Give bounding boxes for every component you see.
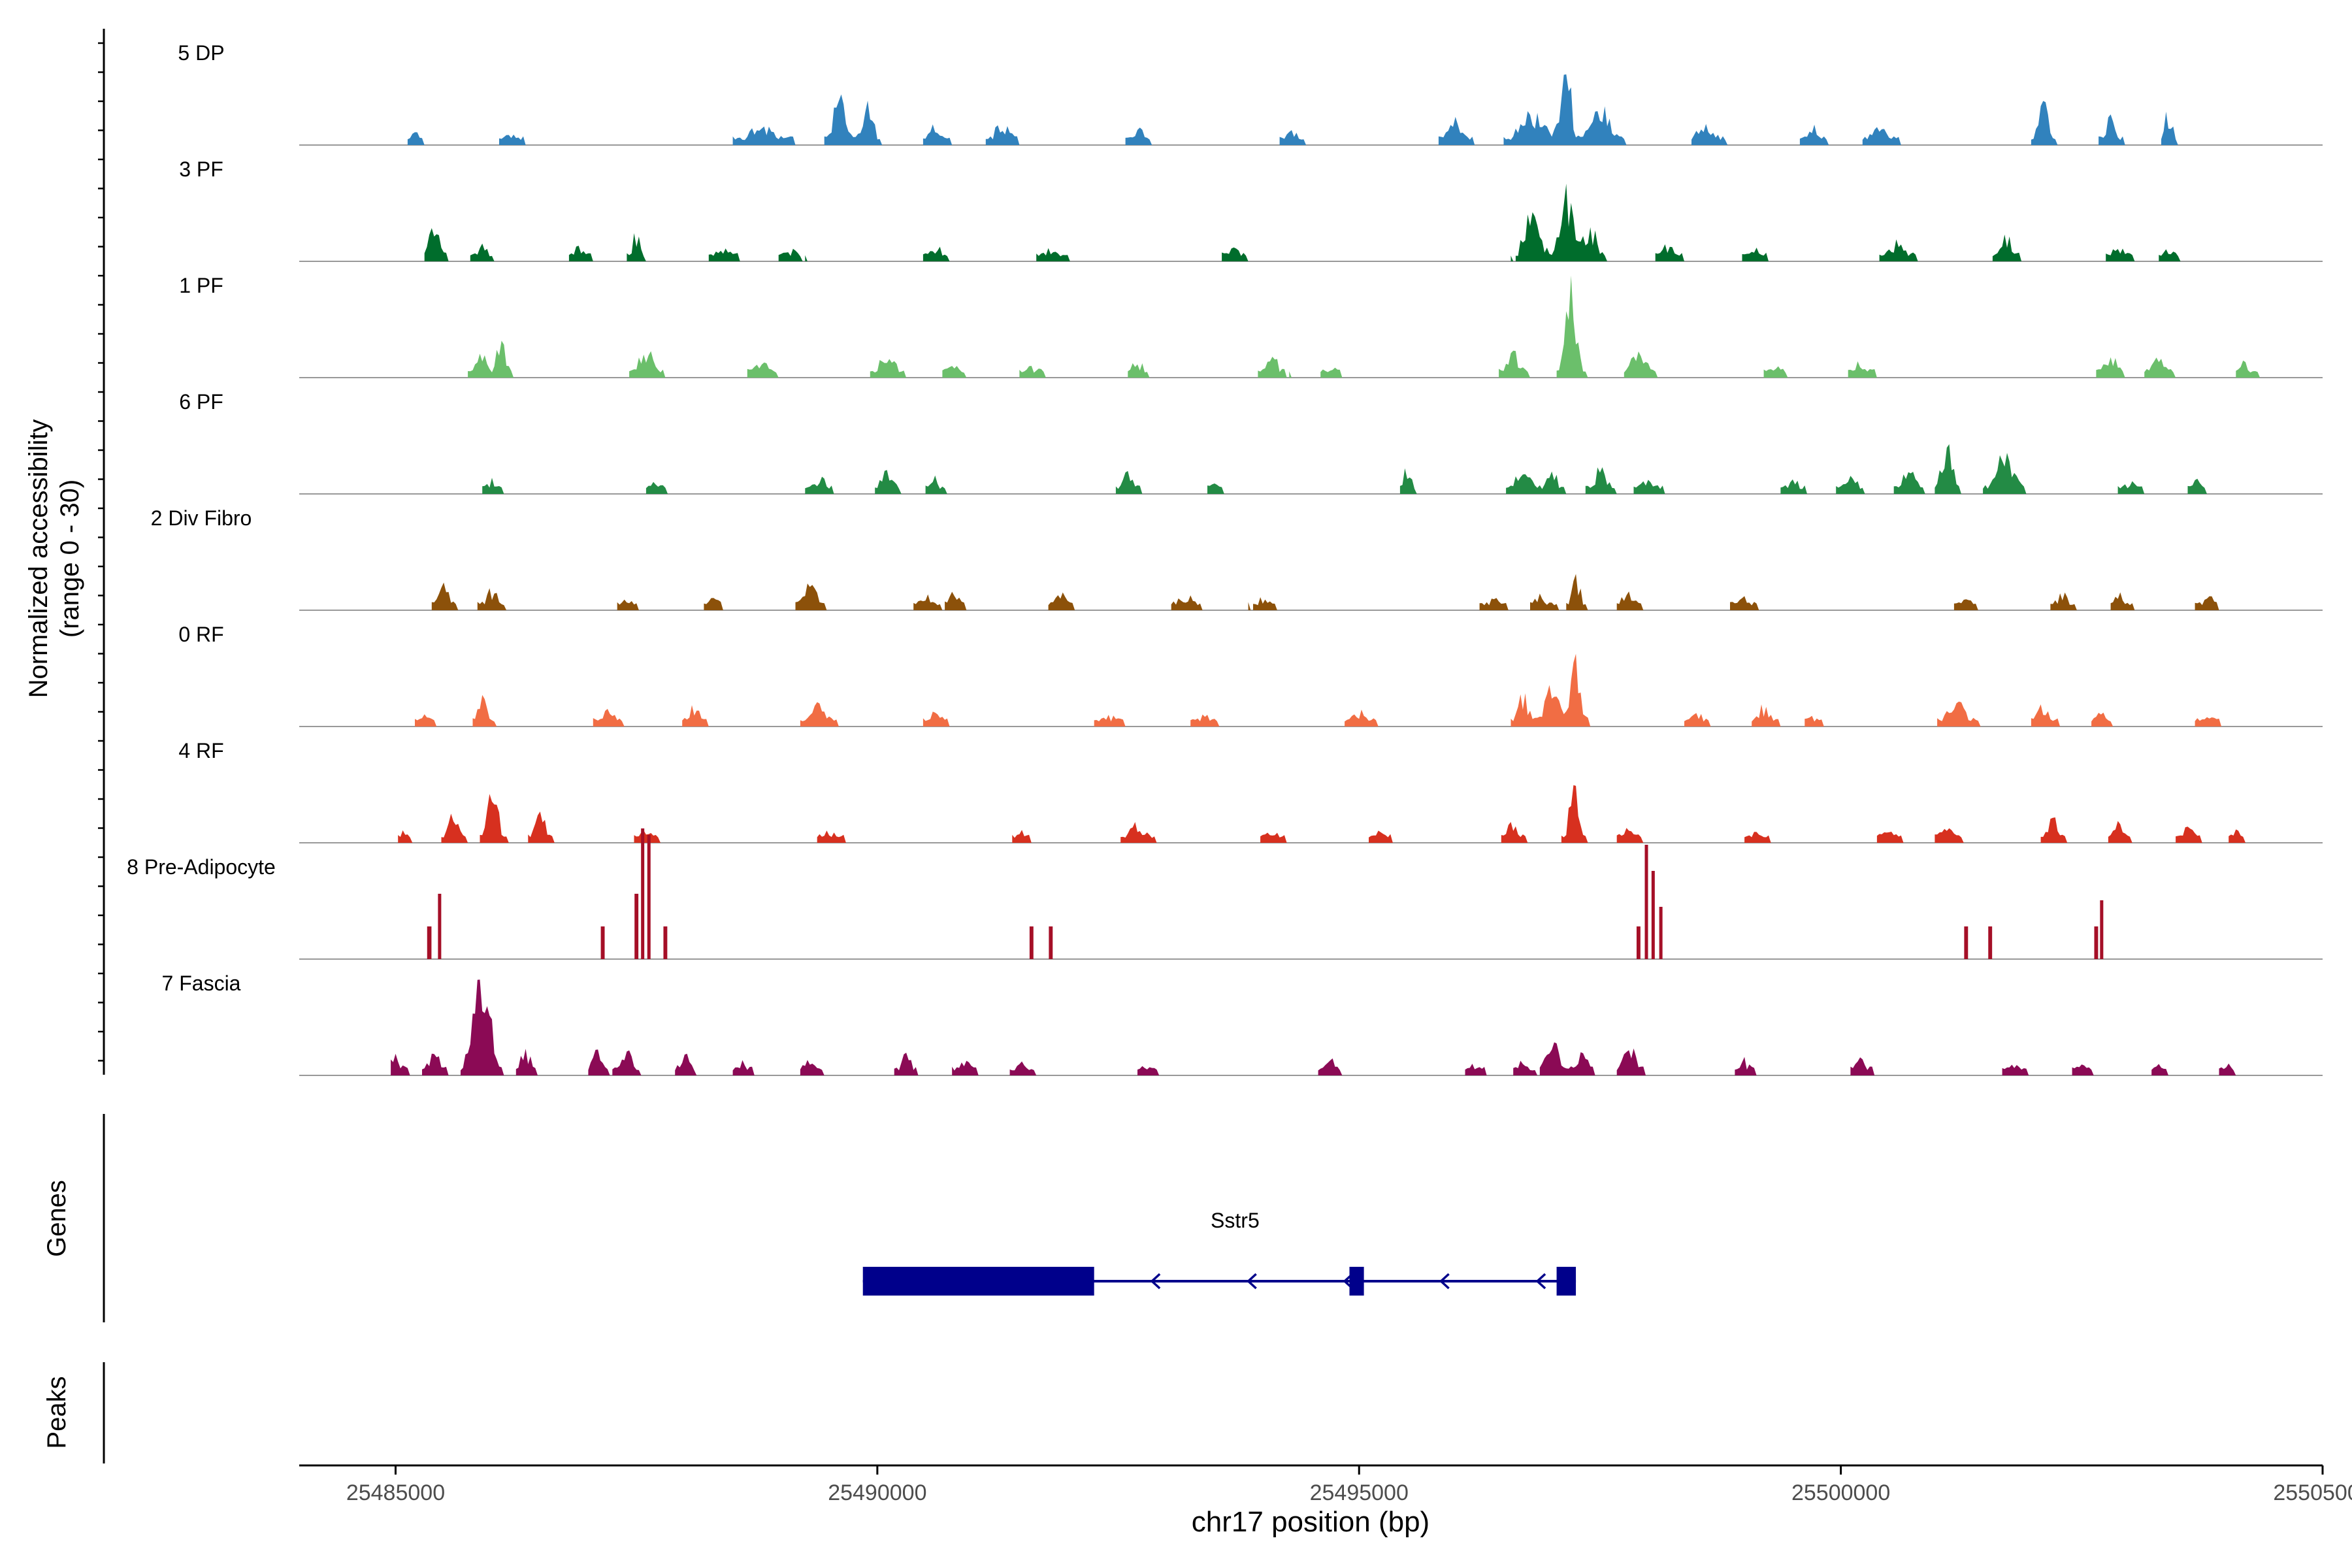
track-signal-bar (634, 894, 639, 959)
x-tick-label: 25495000 (1310, 1480, 1409, 1505)
track-signal (398, 785, 2246, 843)
gene-sstr5: Sstr5 (862, 1209, 1576, 1296)
track-signal (431, 574, 2219, 610)
gene-name-label: Sstr5 (1211, 1209, 1260, 1232)
track-label: 3 PF (179, 157, 223, 181)
track-7-fascia: 7 Fascia (162, 972, 2323, 1076)
track-signal (415, 653, 2222, 727)
tracks-y-ticks (98, 42, 104, 1062)
gene-strand-arrow (1535, 1273, 1546, 1290)
x-axis-label: chr17 position (bp) (1192, 1506, 1429, 1538)
track-signal-bar (663, 926, 668, 959)
track-signal-bar (1964, 926, 1968, 959)
accessibility-tracks: 5 DP 3 PF 1 PF 6 PF 2 Div Fibro 0 RF 4 RF 8 Pre… (127, 41, 2323, 1076)
gene-annotation: Sstr5 (862, 1209, 1576, 1296)
x-axis-ticks: 25485000 25490000 25495000 25500000 25505000 (346, 1465, 2352, 1505)
track-0-rf: 0 RF (178, 623, 2323, 727)
track-signal-bar (600, 926, 605, 959)
track-signal-bar (1659, 907, 1663, 959)
track-signal-bar (2094, 926, 2099, 959)
peaks-panel-label: Peaks (42, 1376, 71, 1448)
track-signal-bar (1029, 926, 1034, 959)
gene-exon (862, 1267, 1094, 1296)
x-tick-label: 25505000 (2273, 1480, 2352, 1505)
track-4-rf: 4 RF (178, 739, 2323, 843)
x-tick-label: 25490000 (828, 1480, 926, 1505)
track-label: 7 Fascia (162, 972, 241, 995)
x-tick-label: 25500000 (1791, 1480, 1890, 1505)
track-label: 5 DP (178, 41, 224, 65)
track-signal-bar (1049, 926, 1053, 959)
track-1-pf: 1 PF (179, 274, 2323, 378)
track-signal-bar (1636, 926, 1641, 959)
track-signal-bar (1644, 845, 1648, 959)
gene-strand-arrow (1150, 1273, 1161, 1290)
track-signal (407, 74, 2178, 145)
track-signal (391, 979, 2236, 1075)
track-signal-bar (1988, 926, 1993, 959)
x-tick-label: 25485000 (346, 1480, 445, 1505)
track-8-pre-adipocyte: 8 Pre-Adipocyte (127, 828, 2323, 960)
track-signal (424, 184, 2181, 261)
track-label: 8 Pre-Adipocyte (127, 855, 276, 879)
gene-exon (1349, 1267, 1364, 1296)
y-axis-range-label: (range 0 - 30) (56, 480, 84, 638)
track-signal-bar (427, 926, 432, 959)
track-6-pf: 6 PF (179, 390, 2323, 495)
genes-panel-label: Genes (42, 1180, 71, 1257)
track-5-dp: 5 DP (178, 41, 2323, 146)
track-signal (482, 444, 2208, 494)
track-label: 6 PF (179, 390, 223, 414)
track-label: 2 Div Fibro (151, 506, 252, 530)
track-label: 4 RF (178, 739, 223, 762)
track-label: 1 PF (179, 274, 223, 297)
gene-exon (1556, 1267, 1576, 1296)
gene-strand-arrow (1343, 1273, 1354, 1290)
track-signal-bar (438, 894, 442, 959)
track-2-div-fibro: 2 Div Fibro (151, 506, 2323, 611)
y-axis-label: Normalized accessibility (24, 419, 53, 698)
track-signal-bar (647, 835, 651, 959)
track-label: 0 RF (178, 623, 223, 646)
track-signal-bar (1651, 871, 1655, 959)
gene-strand-arrow (1247, 1273, 1257, 1290)
track-signal (468, 275, 2261, 378)
y-axis-title: Normalized accessibility (range 0 - 30) (24, 419, 84, 698)
track-signal-bar (641, 828, 645, 959)
track-3-pf: 3 PF (179, 157, 2323, 262)
gene-strand-arrow (1439, 1273, 1450, 1290)
track-signal-bar (2100, 900, 2104, 959)
